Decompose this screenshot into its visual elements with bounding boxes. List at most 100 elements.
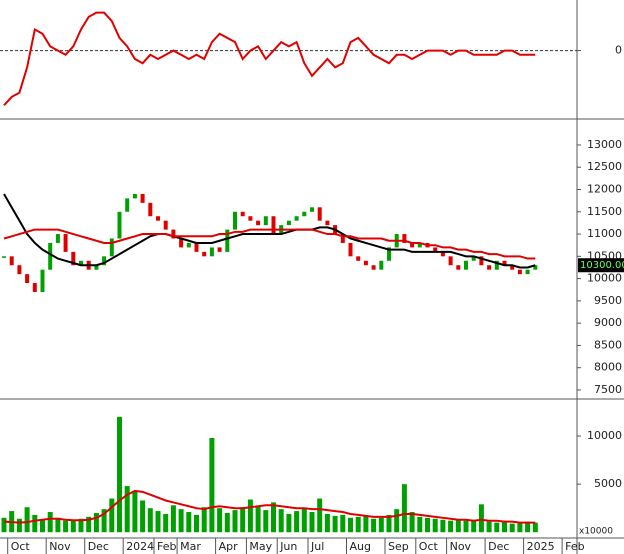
volume-bar [255,506,261,533]
line-series [3,11,536,107]
volume-bar [417,516,423,533]
candle [325,220,330,226]
candle [217,247,222,252]
candle [456,265,461,270]
volume-bar [425,517,430,533]
volume-bar [124,486,130,533]
x-tick-label: May [249,540,272,553]
candle [94,265,99,270]
volume-bar [394,509,400,533]
volume-bar [201,507,207,533]
volume-bar [271,502,276,533]
line-series [3,228,536,260]
line-series [3,193,536,269]
x-tick-label: 2025 [527,540,555,553]
candle [102,256,107,266]
line-series [3,489,536,524]
candle [517,269,522,275]
candle [71,251,76,266]
volume-bar [486,521,492,533]
x-tick-label: Mar [180,540,201,553]
candle [225,229,230,252]
candle [494,260,499,270]
volume-bar [378,517,384,533]
y-tick-label: 10000 [587,429,622,442]
price-tag [578,258,624,273]
candle [55,234,60,243]
candle [240,211,245,217]
volume-bar [232,510,238,533]
candle [379,260,384,270]
volume-bar [532,522,538,533]
y-tick-label: 5000 [594,477,622,490]
candle [17,265,22,275]
candle [117,211,122,239]
volume-bar [455,519,461,533]
volume-bar [224,512,230,533]
candle [233,211,237,230]
candle [533,265,538,270]
candle [148,202,153,217]
volume-bar [240,507,246,533]
volume-bar [494,522,500,533]
x-tick-label: Dec [488,540,509,553]
candle [2,256,6,258]
candle [348,242,353,257]
candle [156,216,160,221]
volume-bar [294,511,300,533]
candle [448,256,453,266]
candle [464,260,468,270]
y-tick-label: 9000 [594,316,622,329]
volume-bar [263,510,269,533]
x-tick-label: Nov [450,540,472,553]
candle [132,193,137,199]
candle [140,193,145,203]
candle [79,260,83,266]
volume-bar [101,509,107,533]
x-tick-label: Dec [88,540,109,553]
x-tick-label: Feb [157,540,176,553]
volume-bar [209,437,215,533]
volume-bar [194,514,199,533]
candle [433,247,438,252]
candle [63,234,68,252]
candle [209,247,214,257]
candle [317,207,322,221]
candle [9,256,14,266]
volume-bar [301,508,307,533]
y-tick-label: 9500 [594,294,622,307]
volume-bar [348,517,353,533]
volume-bar [286,513,292,533]
candle [310,207,314,212]
candle [256,220,261,226]
volume-bar [140,500,146,533]
volume-bar [78,518,84,533]
candle [32,283,37,292]
volume-bar [86,516,92,533]
volume-bar [317,498,323,533]
y-tick-label: 12000 [587,183,622,196]
candle [340,234,345,243]
volume-bar [471,519,477,533]
volume-bar [278,509,284,533]
volume-bar [363,515,369,533]
candle [179,238,184,248]
x-tick-label: Apr [219,540,239,553]
x-tick-label: Feb [565,540,584,553]
candle [109,238,114,257]
candle [402,234,407,243]
volume-bar [371,518,377,533]
candle [479,256,484,266]
candle [294,216,299,221]
y-tick-label: 8000 [594,361,622,374]
volume-bar [355,516,361,533]
candle [371,265,376,270]
x-tick-label: Jul [310,540,324,553]
candle [202,251,207,257]
x-tick-label: Aug [350,540,371,553]
candle [125,198,130,212]
volume-bar [186,512,192,533]
x-tick-label: Oct [419,540,439,553]
volume-bar [63,520,69,533]
